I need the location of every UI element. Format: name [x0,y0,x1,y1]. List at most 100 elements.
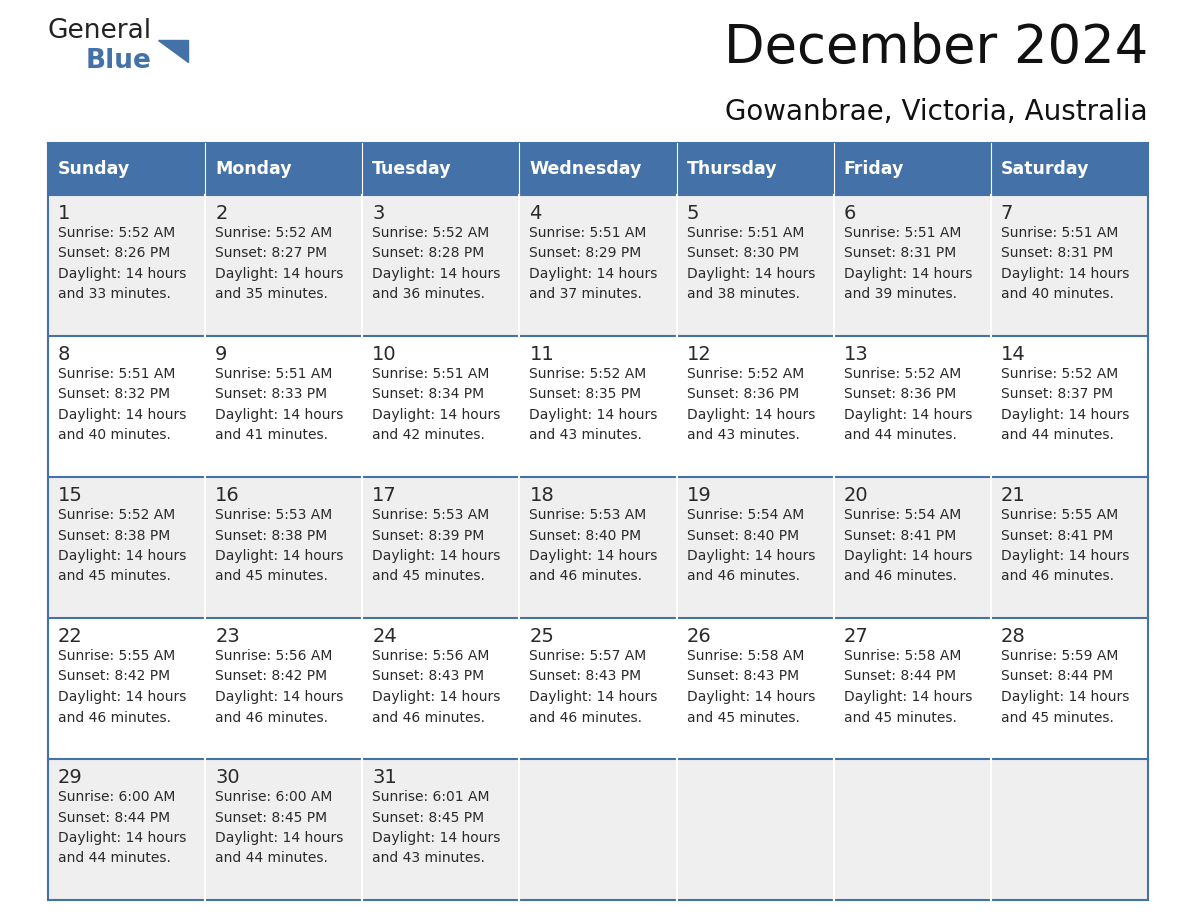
Text: Sunset: 8:36 PM: Sunset: 8:36 PM [687,387,798,401]
Text: and 43 minutes.: and 43 minutes. [687,429,800,442]
Text: Daylight: 14 hours: Daylight: 14 hours [58,690,187,704]
Text: Daylight: 14 hours: Daylight: 14 hours [843,267,972,281]
Text: Sunrise: 5:51 AM: Sunrise: 5:51 AM [372,367,489,381]
Text: Daylight: 14 hours: Daylight: 14 hours [372,549,500,563]
Text: Sunset: 8:37 PM: Sunset: 8:37 PM [1000,387,1113,401]
Text: 14: 14 [1000,345,1025,364]
Text: Sunset: 8:40 PM: Sunset: 8:40 PM [687,529,798,543]
Text: Sunrise: 5:53 AM: Sunrise: 5:53 AM [215,508,333,522]
Polygon shape [158,40,188,62]
Text: Sunset: 8:31 PM: Sunset: 8:31 PM [1000,247,1113,261]
Text: and 45 minutes.: and 45 minutes. [1000,711,1113,724]
Text: Saturday: Saturday [1000,160,1089,178]
Text: Sunset: 8:45 PM: Sunset: 8:45 PM [372,811,485,824]
Text: Sunrise: 5:52 AM: Sunrise: 5:52 AM [1000,367,1118,381]
Text: and 40 minutes.: and 40 minutes. [1000,287,1113,301]
Text: 5: 5 [687,204,699,223]
Text: and 44 minutes.: and 44 minutes. [215,852,328,866]
Text: 18: 18 [530,486,554,505]
Text: Sunrise: 5:52 AM: Sunrise: 5:52 AM [530,367,646,381]
Text: Sunrise: 5:51 AM: Sunrise: 5:51 AM [215,367,333,381]
Text: and 37 minutes.: and 37 minutes. [530,287,643,301]
Text: 28: 28 [1000,627,1025,646]
Text: Daylight: 14 hours: Daylight: 14 hours [1000,267,1130,281]
Text: Sunset: 8:30 PM: Sunset: 8:30 PM [687,247,798,261]
Text: Sunrise: 5:59 AM: Sunrise: 5:59 AM [1000,649,1118,663]
Text: Sunrise: 5:51 AM: Sunrise: 5:51 AM [530,226,646,240]
Text: Sunset: 8:34 PM: Sunset: 8:34 PM [372,387,485,401]
Text: 4: 4 [530,204,542,223]
Text: Daylight: 14 hours: Daylight: 14 hours [530,267,658,281]
Text: Gowanbrae, Victoria, Australia: Gowanbrae, Victoria, Australia [726,98,1148,126]
Text: Sunset: 8:36 PM: Sunset: 8:36 PM [843,387,956,401]
Text: Daylight: 14 hours: Daylight: 14 hours [372,408,500,422]
Text: Sunrise: 5:52 AM: Sunrise: 5:52 AM [215,226,333,240]
Text: Daylight: 14 hours: Daylight: 14 hours [1000,408,1130,422]
Text: 30: 30 [215,768,240,787]
Text: Daylight: 14 hours: Daylight: 14 hours [1000,690,1130,704]
Text: Sunset: 8:39 PM: Sunset: 8:39 PM [372,529,485,543]
Text: Daylight: 14 hours: Daylight: 14 hours [215,690,343,704]
Text: and 45 minutes.: and 45 minutes. [215,569,328,584]
Text: Daylight: 14 hours: Daylight: 14 hours [843,408,972,422]
Text: Daylight: 14 hours: Daylight: 14 hours [530,549,658,563]
Text: Daylight: 14 hours: Daylight: 14 hours [215,408,343,422]
Text: Sunday: Sunday [58,160,131,178]
Text: Daylight: 14 hours: Daylight: 14 hours [843,690,972,704]
Text: and 45 minutes.: and 45 minutes. [843,711,956,724]
Text: 20: 20 [843,486,868,505]
Text: Sunrise: 5:54 AM: Sunrise: 5:54 AM [687,508,804,522]
Text: and 44 minutes.: and 44 minutes. [58,852,171,866]
Text: Sunset: 8:43 PM: Sunset: 8:43 PM [372,669,485,684]
Text: Daylight: 14 hours: Daylight: 14 hours [530,408,658,422]
Text: and 39 minutes.: and 39 minutes. [843,287,956,301]
Text: Daylight: 14 hours: Daylight: 14 hours [687,549,815,563]
Text: and 46 minutes.: and 46 minutes. [530,569,643,584]
Text: Daylight: 14 hours: Daylight: 14 hours [530,690,658,704]
Text: Sunset: 8:41 PM: Sunset: 8:41 PM [843,529,956,543]
Text: and 44 minutes.: and 44 minutes. [843,429,956,442]
Text: Sunset: 8:44 PM: Sunset: 8:44 PM [843,669,956,684]
Bar [48,143,1148,195]
Text: Sunrise: 5:52 AM: Sunrise: 5:52 AM [58,226,176,240]
Bar [48,618,1148,759]
Text: Sunrise: 5:52 AM: Sunrise: 5:52 AM [58,508,176,522]
Text: Daylight: 14 hours: Daylight: 14 hours [687,267,815,281]
Text: 16: 16 [215,486,240,505]
Text: Sunrise: 5:55 AM: Sunrise: 5:55 AM [58,649,176,663]
Text: General: General [48,18,152,44]
Text: Friday: Friday [843,160,904,178]
Text: 23: 23 [215,627,240,646]
Text: Sunset: 8:38 PM: Sunset: 8:38 PM [215,529,328,543]
Text: Daylight: 14 hours: Daylight: 14 hours [215,267,343,281]
Text: Sunset: 8:29 PM: Sunset: 8:29 PM [530,247,642,261]
Text: Daylight: 14 hours: Daylight: 14 hours [687,408,815,422]
Text: 9: 9 [215,345,228,364]
Text: Sunset: 8:42 PM: Sunset: 8:42 PM [215,669,327,684]
Text: 11: 11 [530,345,554,364]
Text: Wednesday: Wednesday [530,160,642,178]
Text: Daylight: 14 hours: Daylight: 14 hours [58,267,187,281]
Text: Daylight: 14 hours: Daylight: 14 hours [215,549,343,563]
Text: Blue: Blue [86,48,152,74]
Text: and 46 minutes.: and 46 minutes. [58,711,171,724]
Text: Sunrise: 5:58 AM: Sunrise: 5:58 AM [843,649,961,663]
Text: 26: 26 [687,627,712,646]
Text: Sunset: 8:44 PM: Sunset: 8:44 PM [1000,669,1113,684]
Text: 21: 21 [1000,486,1025,505]
Text: 12: 12 [687,345,712,364]
Text: 31: 31 [372,768,397,787]
Text: Sunset: 8:42 PM: Sunset: 8:42 PM [58,669,170,684]
Bar [48,477,1148,618]
Bar [48,759,1148,900]
Text: Sunrise: 5:58 AM: Sunrise: 5:58 AM [687,649,804,663]
Text: Daylight: 14 hours: Daylight: 14 hours [843,549,972,563]
Text: Sunset: 8:43 PM: Sunset: 8:43 PM [687,669,798,684]
Text: Sunrise: 6:01 AM: Sunrise: 6:01 AM [372,790,489,804]
Text: and 43 minutes.: and 43 minutes. [530,429,643,442]
Text: Sunset: 8:43 PM: Sunset: 8:43 PM [530,669,642,684]
Text: and 46 minutes.: and 46 minutes. [530,711,643,724]
Text: Daylight: 14 hours: Daylight: 14 hours [687,690,815,704]
Text: and 38 minutes.: and 38 minutes. [687,287,800,301]
Text: 17: 17 [372,486,397,505]
